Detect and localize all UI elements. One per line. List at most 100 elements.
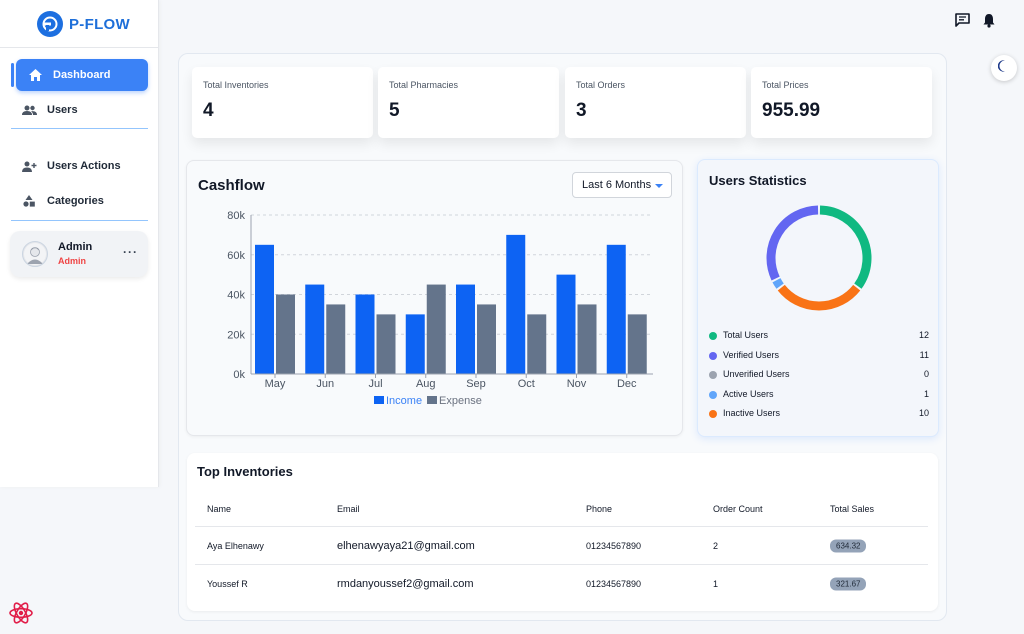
message-icon[interactable] — [955, 13, 971, 29]
legend-value: 0 — [923, 369, 929, 379]
user-role: Admin — [58, 256, 86, 266]
donut-segment — [772, 278, 784, 289]
bar-income — [556, 274, 576, 374]
x-tick-label: Jul — [368, 378, 382, 390]
bar-income — [255, 244, 274, 374]
users-statistics-title: Users Statistics — [709, 173, 807, 188]
y-tick-label: 60k — [227, 250, 245, 262]
y-tick-label: 40k — [227, 290, 245, 302]
bar-expense — [477, 304, 496, 374]
legend-item: Unverified Users 0 — [709, 369, 929, 383]
stat-card-inventories: Total Inventories 4 — [192, 67, 373, 138]
legend-label: Inactive Users — [723, 408, 781, 418]
bar-income — [506, 234, 526, 374]
legend-value: 11 — [919, 349, 929, 360]
top-inventories-title: Top Inventories — [197, 464, 293, 479]
cell-phone: 01234567890 — [586, 579, 642, 589]
sidebar-item-users[interactable]: Users — [10, 94, 142, 126]
legend-label: Verified Users — [723, 349, 780, 360]
sidebar-item-categories[interactable]: Categories — [10, 185, 142, 217]
cell-name: Aya Elhenawy — [207, 540, 264, 551]
column-header[interactable]: Order Count — [713, 504, 763, 514]
donut-segment — [819, 205, 872, 289]
brand-logo-icon — [37, 11, 63, 37]
user-name: Admin — [58, 241, 93, 253]
legend-dot — [709, 351, 717, 360]
divider — [11, 220, 148, 221]
sidebar-item-label: Users — [47, 104, 78, 116]
legend-label: Expense — [439, 395, 482, 407]
top-inventories-card: Top Inventories Name Email Phone Order C… — [187, 453, 938, 611]
legend-dot — [709, 410, 717, 418]
users-statistics-card: Users Statistics Total Users 12 Verified U… — [697, 159, 939, 437]
bar-expense — [577, 304, 597, 374]
inventories-table: Name Email Phone Order Count Total Sales… — [195, 492, 928, 603]
column-header[interactable]: Total Sales — [830, 504, 875, 514]
legend-label: Total Users — [723, 330, 769, 340]
cashflow-chart: 0k 20k 40k 60k 80k May Jun Jul Aug Sep Oct Nov Dec In… — [227, 210, 653, 407]
y-tick-label: 80k — [227, 210, 245, 222]
table-row[interactable]: Youssef R rmdanyoussef2@gmail.com 012345… — [195, 565, 928, 603]
cashflow-card: Cashflow Last 6 Months 0k 20k 40k 60k 80k May… — [186, 160, 683, 436]
bar-expense — [326, 304, 346, 374]
sidebar-item-users-actions[interactable]: Users Actions — [10, 150, 142, 182]
y-tick-label: 0k — [233, 369, 245, 381]
theme-toggle-button[interactable] — [991, 55, 1017, 81]
cell-total-sales-badge: 634.32 — [830, 539, 867, 552]
bar-income — [355, 294, 375, 374]
table-header-row: Name Email Phone Order Count Total Sales — [195, 492, 928, 527]
users-icon — [21, 102, 37, 118]
legend-label: Active Users — [723, 388, 774, 399]
bar-income — [405, 314, 425, 374]
legend-item: Active Users 1 — [709, 389, 929, 403]
stat-label: Total Inventories — [203, 80, 269, 90]
column-header[interactable]: Name — [207, 504, 232, 514]
cell-name: Youssef R — [207, 579, 248, 589]
legend-label: Income — [386, 395, 422, 407]
range-select-value: Last 6 Months — [582, 179, 652, 191]
stat-card-orders: Total Orders 3 — [565, 67, 746, 138]
sidebar-item-label: Users Actions — [47, 160, 121, 172]
divider — [11, 128, 148, 129]
home-icon — [27, 67, 43, 83]
brand[interactable]: P-FLOW — [37, 11, 130, 37]
cashflow-title: Cashflow — [198, 177, 265, 194]
bar-expense — [426, 284, 446, 374]
column-header[interactable]: Phone — [586, 504, 613, 514]
bar-expense — [527, 314, 547, 374]
legend-item: Total Users 12 — [709, 330, 929, 344]
bell-icon[interactable] — [982, 13, 998, 29]
sidebar-item-label: Dashboard — [53, 69, 111, 81]
stat-card-pharmacies: Total Pharmacies 5 — [378, 67, 559, 138]
range-select[interactable]: Last 6 Months — [572, 172, 672, 198]
legend-dot — [709, 371, 717, 379]
stat-value: 5 — [389, 100, 400, 121]
stat-value: 955.99 — [762, 100, 821, 121]
moon-icon — [997, 59, 1010, 77]
user-profile-card[interactable]: Admin Admin ··· — [10, 231, 148, 277]
table-row[interactable]: Aya Elhenawy elhenawyaya21@gmail.com 012… — [195, 527, 928, 565]
bar-expense — [627, 314, 647, 374]
bar-expense — [276, 294, 295, 374]
legend-dot — [709, 332, 717, 340]
cell-phone: 01234567890 — [586, 540, 642, 551]
sidebar-item-dashboard[interactable]: Dashboard — [16, 59, 148, 91]
x-tick-label: Aug — [416, 378, 436, 390]
cell-total-sales-badge: 321.67 — [830, 577, 867, 591]
divider — [0, 47, 159, 48]
brand-name: P-FLOW — [69, 15, 130, 33]
cell-order-count: 1 — [713, 579, 719, 589]
react-icon[interactable] — [8, 600, 34, 626]
x-tick-label: Dec — [617, 378, 637, 390]
cell-order-count: 2 — [713, 540, 719, 551]
stat-label: Total Prices — [762, 80, 809, 90]
shapes-icon — [21, 193, 37, 209]
x-tick-label: Nov — [567, 378, 587, 390]
legend-dot — [709, 390, 717, 399]
more-icon[interactable]: ··· — [123, 245, 138, 259]
y-tick-label: 20k — [227, 329, 245, 341]
donut-segment — [766, 205, 819, 281]
stat-label: Total Pharmacies — [389, 80, 459, 90]
column-header[interactable]: Email — [337, 504, 360, 514]
x-tick-label: Jun — [316, 378, 334, 390]
